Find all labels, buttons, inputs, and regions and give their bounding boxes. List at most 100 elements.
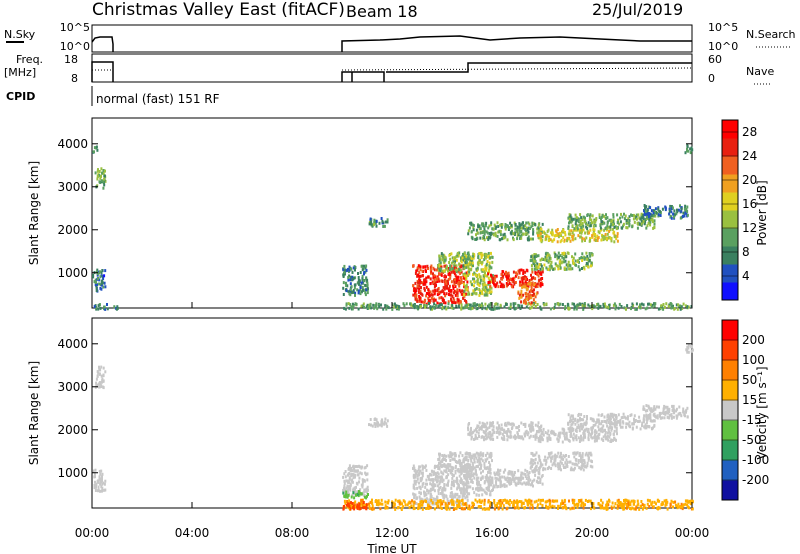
velocity-cell <box>456 502 458 506</box>
velocity-cell <box>467 470 470 474</box>
power-cell <box>639 303 641 307</box>
velocity-cell <box>540 429 543 433</box>
velocity-cell <box>350 479 353 483</box>
velocity-cell <box>514 434 516 438</box>
power-cell <box>549 238 552 242</box>
power-cell <box>570 229 573 233</box>
power-cell <box>613 225 616 229</box>
velocity-cell <box>414 493 417 497</box>
power-cell <box>588 217 591 221</box>
power-cell <box>470 267 473 271</box>
power-cell <box>670 216 673 220</box>
power-cell <box>487 305 490 309</box>
power-cell <box>98 278 101 282</box>
velocity-cell <box>539 440 542 444</box>
velocity-cell <box>484 431 487 435</box>
velocity-cell <box>363 494 366 497</box>
velocity-cell <box>563 466 565 469</box>
power-cell <box>508 306 511 310</box>
velocity-cell <box>582 431 585 435</box>
velocity-cell <box>456 492 459 496</box>
power-cell <box>537 223 540 227</box>
power-cell <box>515 271 517 275</box>
velocity-cell <box>102 373 105 377</box>
velocity-cell <box>666 408 669 412</box>
power-cell <box>559 254 562 258</box>
power-cell <box>544 255 547 259</box>
power-cell <box>512 304 515 308</box>
velocity-cell <box>664 503 667 507</box>
velocity-cell <box>526 501 529 504</box>
power-cell <box>567 225 570 229</box>
power-cell <box>438 292 441 296</box>
power-cell <box>93 305 96 309</box>
velocity-cell <box>95 485 97 489</box>
power-cell <box>355 302 358 306</box>
velocity-cell <box>473 437 475 441</box>
velocity-cell <box>470 478 473 482</box>
power-cell <box>97 304 100 308</box>
power-cell <box>644 220 647 224</box>
power-cell <box>359 271 362 274</box>
power-cell <box>446 284 448 288</box>
power-cell <box>444 294 447 298</box>
power-cell <box>577 259 579 263</box>
velocity-cell <box>646 502 649 506</box>
velocity-cell <box>353 492 356 496</box>
power-cell <box>483 258 486 262</box>
power-cell <box>361 304 364 308</box>
velocity-cell <box>519 481 522 485</box>
power-cell <box>567 237 570 241</box>
velocity-cell <box>439 461 442 465</box>
velocity-cell <box>485 491 488 495</box>
power-cell <box>342 273 345 277</box>
velocity-cell <box>587 433 590 437</box>
power-cell <box>346 268 349 272</box>
power-cell <box>503 305 506 309</box>
velocity-cell <box>434 484 437 488</box>
velocity-cell <box>394 498 397 502</box>
power-cell <box>465 283 468 287</box>
velocity-cell <box>474 433 477 437</box>
power-cell <box>95 270 98 274</box>
velocity-cell <box>434 471 437 475</box>
power-cell <box>412 284 415 288</box>
power-cell <box>490 290 493 294</box>
power-cell <box>617 226 619 230</box>
power-cell <box>444 301 447 305</box>
velocity-cell <box>100 374 103 378</box>
power-cell <box>650 209 653 213</box>
power-cell <box>553 305 556 309</box>
power-cell <box>569 264 572 268</box>
power-cell <box>360 304 363 308</box>
velocity-cell <box>443 493 446 497</box>
power-cell <box>460 256 462 260</box>
velocity-cell <box>454 454 457 458</box>
power-cell <box>540 307 543 311</box>
velocity-cell <box>645 425 648 429</box>
velocity-cell <box>421 474 424 478</box>
power-cell <box>465 288 468 292</box>
velocity-cell <box>493 430 496 434</box>
velocity-cell <box>457 483 460 487</box>
power-cell <box>669 302 672 306</box>
velocity-cell <box>356 473 359 477</box>
power-cell <box>415 305 418 309</box>
velocity-cell <box>428 501 431 505</box>
velocity-cell <box>614 422 617 426</box>
velocity-cell <box>506 438 509 442</box>
velocity-cell <box>583 434 586 438</box>
velocity-cell <box>566 437 569 441</box>
velocity-cell <box>655 502 657 506</box>
velocity-cell <box>436 502 439 506</box>
velocity-cell <box>418 506 421 510</box>
power-cell <box>493 307 496 311</box>
velocity-cell <box>615 438 617 442</box>
power-colorbar-swatch <box>722 120 738 139</box>
power-cell <box>351 302 354 306</box>
velocity-cell <box>98 372 101 376</box>
velocity-cell <box>648 499 651 503</box>
velocity-cell <box>437 458 440 461</box>
velocity-cell <box>518 476 521 480</box>
power-cell <box>684 209 687 213</box>
